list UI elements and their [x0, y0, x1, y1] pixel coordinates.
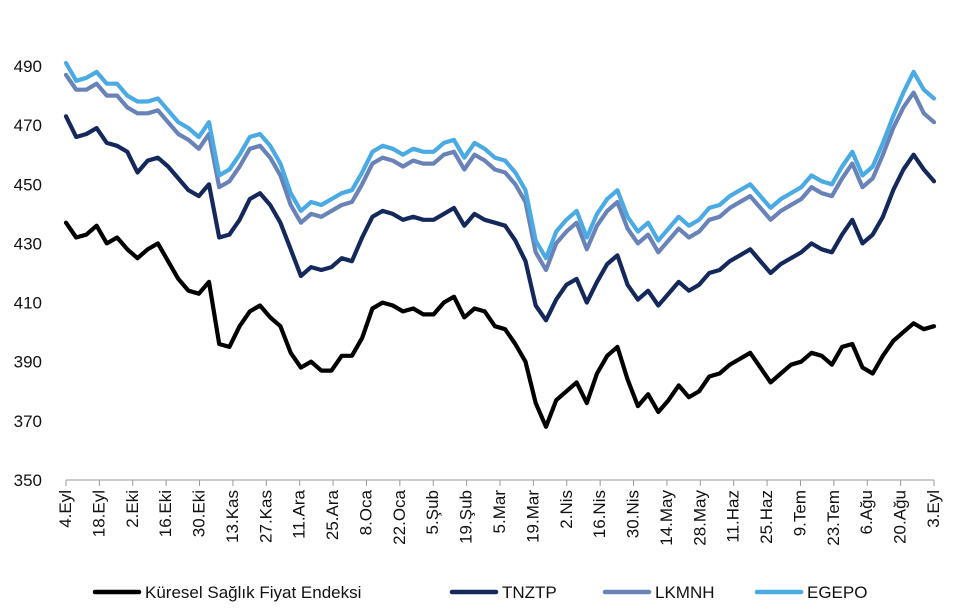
x-tick-label: 8.Oca [356, 489, 375, 535]
series-line-2 [63, 114, 937, 323]
y-tick-label: 410 [14, 294, 42, 313]
y-tick-label: 370 [14, 412, 42, 431]
x-tick-label: 2.Eki [123, 490, 142, 528]
x-tick-label: 5.Şub [423, 490, 442, 534]
x-tick-label: 16.Nis [590, 490, 609, 538]
series-line-4 [63, 60, 937, 261]
y-tick-label: 390 [14, 353, 42, 372]
y-tick-label: 470 [14, 116, 42, 135]
legend-label: EGEPO [807, 583, 867, 602]
x-tick-label: 16.Eki [156, 490, 175, 537]
x-tick-label: 25.Haz [757, 490, 776, 544]
y-tick-label: 430 [14, 234, 42, 253]
x-tick-label: 9.Tem [790, 490, 809, 536]
x-tick-label: 19.Şub [457, 490, 476, 544]
x-tick-label: 11.Ara [290, 489, 309, 538]
x-tick-label: 27.Kas [256, 490, 275, 543]
y-tick-label: 490 [14, 57, 42, 76]
x-tick-label: 30.Eki [190, 490, 209, 537]
y-tick-label: 450 [14, 175, 42, 194]
x-axis: 4.Eyl 18.Eyl 2.Eki 16.Eki 30.Eki 13.Kas 27.Kas… [56, 479, 943, 546]
series-lines [63, 60, 937, 429]
x-tick-label: 25.Ara [323, 489, 342, 540]
x-tick-label: 2.Nis [557, 490, 576, 529]
x-tick-label: 19.Mar [523, 490, 542, 543]
x-tick-label: 22.Oca [390, 489, 409, 544]
legend: Küresel Sağlık Fiyat Endeksi TNZTP LKMNH EG… [92, 583, 867, 602]
series-line-3 [63, 72, 937, 273]
x-tick-label: 20.Ağu [891, 490, 910, 544]
x-tick-label: 23.Tem [824, 490, 843, 546]
x-tick-label: 30.Nis [624, 490, 643, 538]
x-tick-label: 5.Mar [490, 490, 509, 534]
x-tick-label: 18.Eyl [89, 490, 108, 537]
x-tick-label: 13.Kas [223, 490, 242, 543]
legend-label: TNZTP [502, 583, 557, 602]
x-tick-label: 14.May [657, 490, 676, 546]
x-tick-label: 11.Haz [724, 490, 743, 543]
x-tick-label: 4.Eyl [56, 490, 75, 528]
series-line-1 [63, 220, 937, 429]
x-tick-label: 3.Eyl [924, 490, 943, 528]
y-tick-label: 350 [14, 471, 42, 490]
legend-label: LKMNH [655, 583, 715, 602]
x-tick-label: 6.Ağu [857, 490, 876, 534]
y-axis: 350 370 390 410 430 450 470 490 [14, 57, 42, 490]
legend-label: Küresel Sağlık Fiyat Endeksi [145, 583, 361, 602]
x-tick-label: 28.May [690, 490, 709, 546]
